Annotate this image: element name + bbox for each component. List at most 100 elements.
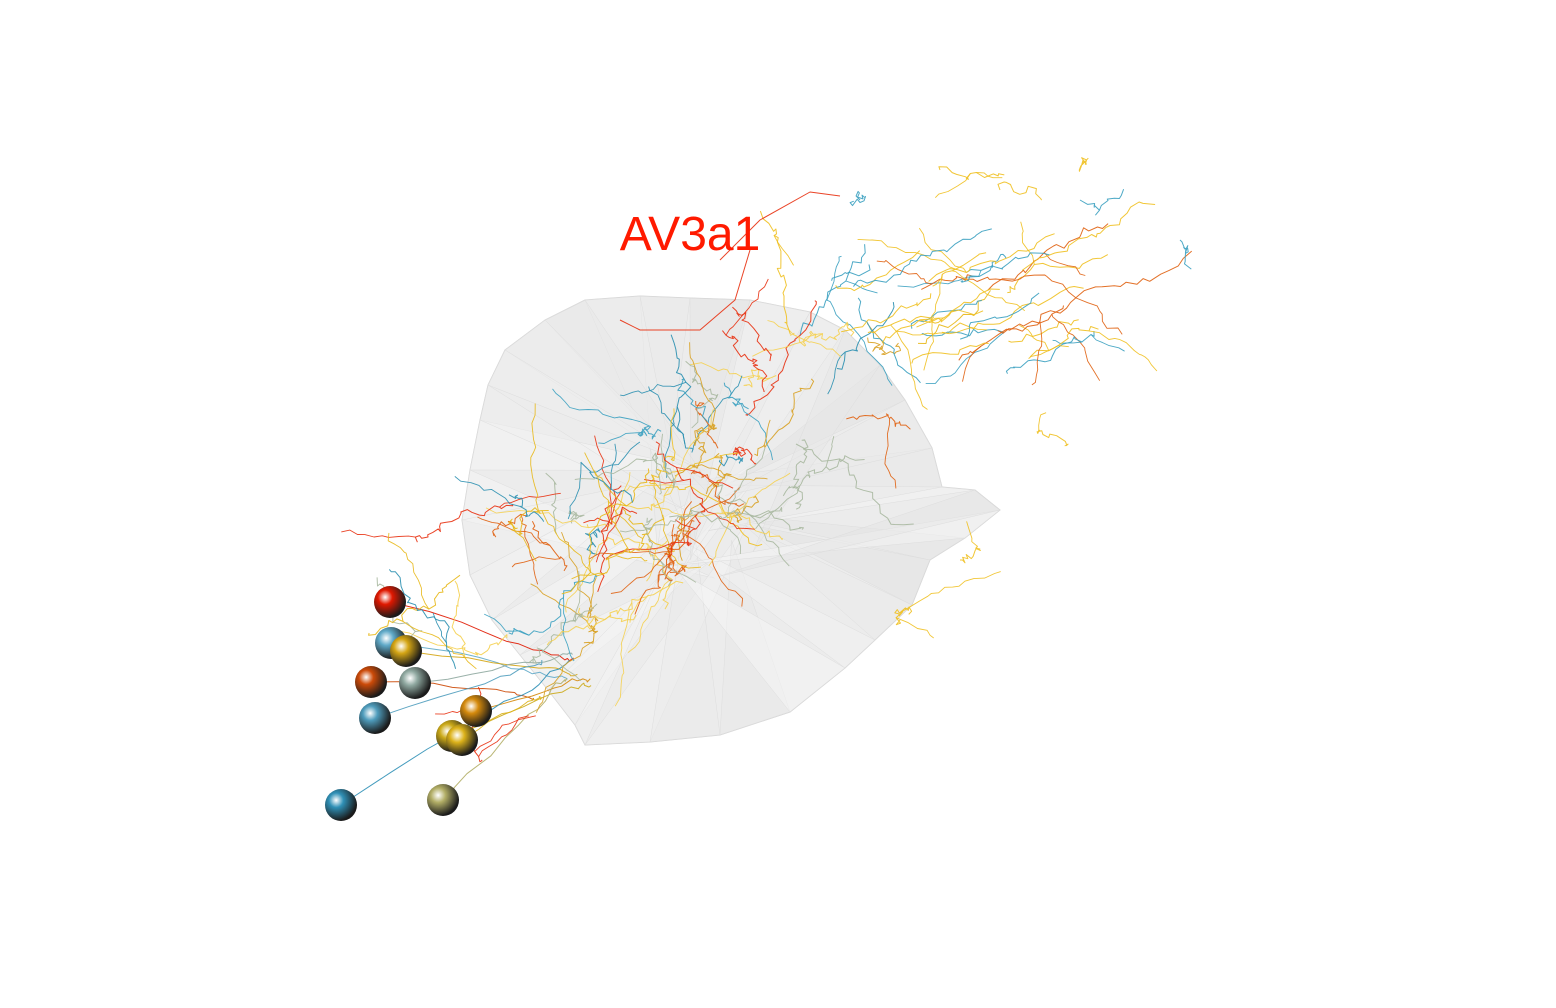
neurite-trace xyxy=(789,321,855,347)
neurite-trace xyxy=(743,368,777,388)
neurite-branch xyxy=(564,540,607,613)
neurite-branch xyxy=(691,397,713,429)
neurite-branch xyxy=(857,238,958,270)
neurite-branch xyxy=(646,549,657,582)
neurite-branch xyxy=(485,507,589,529)
neurite-branch xyxy=(798,336,842,358)
neurite-trace xyxy=(881,288,1000,344)
neurite-trace xyxy=(667,502,706,558)
neurite-trace xyxy=(1008,319,1079,343)
neuron-type-label: AV3a1 xyxy=(620,208,761,261)
neurite-branch xyxy=(571,572,605,580)
neurite-trace xyxy=(997,181,1043,201)
mesh-facet xyxy=(718,489,1001,577)
neurite-branch xyxy=(608,501,644,539)
neurite-trace xyxy=(693,423,718,446)
mesh-facet xyxy=(666,533,876,669)
neurite-trace xyxy=(619,191,841,331)
brain-region-mesh xyxy=(461,295,1001,746)
neurite-branch xyxy=(589,441,641,473)
neurite-branch xyxy=(619,484,675,492)
neurite-branch xyxy=(574,458,647,480)
neurite-trace xyxy=(754,378,815,457)
neurite-branch xyxy=(735,398,774,461)
neurite-trace xyxy=(1179,239,1192,270)
neurite-trace xyxy=(670,334,694,453)
neurite-trace xyxy=(718,454,744,467)
neurite-branch xyxy=(895,617,934,639)
neurite-branch xyxy=(341,529,416,538)
neurite-branch xyxy=(432,612,447,644)
neurite-trace xyxy=(846,413,911,430)
neurite-branch xyxy=(725,278,769,336)
neurite-branch xyxy=(896,327,987,336)
neurite-branch xyxy=(572,570,581,622)
neurite-branch xyxy=(897,270,982,288)
neurite-branch xyxy=(658,558,697,583)
neurite-trace xyxy=(531,520,568,572)
mesh-facet xyxy=(759,526,931,606)
primary-neurite xyxy=(461,696,543,741)
neurite-branch xyxy=(663,408,714,496)
neurite-trace xyxy=(717,503,783,541)
mesh-facet xyxy=(519,561,710,691)
soma-sphere xyxy=(325,789,357,821)
neurite-trace xyxy=(508,494,545,522)
neurite-branch xyxy=(615,472,631,511)
neurite-trace xyxy=(602,536,668,551)
mesh-facet xyxy=(689,297,751,560)
neurite-branch xyxy=(454,476,521,507)
neurite-branch xyxy=(610,443,617,490)
neurite-trace xyxy=(388,569,457,669)
neurite-branch xyxy=(660,433,675,489)
neurite-trace xyxy=(528,613,585,664)
neurite-branch xyxy=(692,464,768,481)
neurite-trace xyxy=(1028,326,1099,359)
neurite-trace xyxy=(792,439,809,510)
neurite-branch xyxy=(499,492,561,508)
neurite-branch xyxy=(667,552,701,569)
neurite-trace xyxy=(637,425,662,440)
mesh-facet xyxy=(547,480,754,726)
neurite-branch xyxy=(644,479,685,484)
neurite-trace xyxy=(586,484,675,529)
neurite-branch xyxy=(620,512,701,533)
neurite-branch xyxy=(610,552,668,594)
neurite-trace xyxy=(987,223,1109,291)
mesh-facet xyxy=(461,482,645,576)
neurite-branch xyxy=(1031,321,1043,386)
primary-neurite xyxy=(370,681,534,701)
neurite-trace xyxy=(585,527,601,555)
neurite-trace xyxy=(928,233,1055,282)
mesh-facet xyxy=(574,572,662,746)
neurite-trace xyxy=(836,302,895,370)
neurite-trace xyxy=(941,286,1084,334)
neurite-branch xyxy=(474,715,536,752)
neurite-branch xyxy=(727,447,766,515)
neurite-traces xyxy=(340,157,1193,806)
neurite-trace xyxy=(664,520,695,582)
mesh-facet xyxy=(479,384,685,510)
neurite-branch xyxy=(730,472,791,518)
neurite-branch xyxy=(682,532,744,607)
neurite-branch xyxy=(676,466,734,489)
mesh-facet xyxy=(469,419,705,471)
neurite-trace xyxy=(577,607,637,626)
neurite-trace xyxy=(732,306,772,362)
mesh-facet xyxy=(544,299,736,523)
neurite-branch xyxy=(1051,313,1101,381)
neurite-branch xyxy=(627,578,672,653)
neurite-trace xyxy=(583,506,638,525)
neurite-trace xyxy=(451,580,466,658)
neurite-trace xyxy=(690,469,745,507)
soma-markers xyxy=(325,586,492,821)
neurite-trace xyxy=(795,443,914,526)
neurite-branch xyxy=(674,519,697,530)
neurite-trace xyxy=(867,315,935,334)
primary-neurite xyxy=(414,652,573,684)
neurite-branch xyxy=(1020,221,1035,265)
neurite-trace xyxy=(508,507,549,536)
neurite-branch xyxy=(745,511,790,567)
neurite-trace xyxy=(997,250,1193,334)
